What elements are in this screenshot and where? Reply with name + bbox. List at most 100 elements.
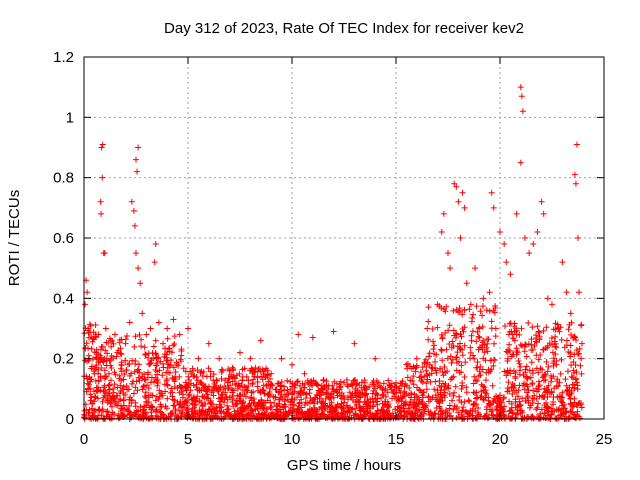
data-point (428, 364, 435, 371)
data-point (104, 408, 111, 415)
data-point (516, 331, 523, 338)
data-point (522, 341, 529, 348)
data-point (447, 265, 454, 272)
data-point (180, 391, 187, 398)
data-point (565, 391, 572, 398)
data-point (164, 325, 171, 332)
data-point (212, 382, 219, 389)
data-point (471, 400, 478, 407)
data-point (193, 381, 200, 388)
data-point (114, 392, 121, 399)
data-point (102, 389, 109, 396)
data-point (400, 402, 407, 409)
data-point (170, 376, 177, 383)
data-point (541, 410, 548, 417)
data-point (113, 402, 120, 409)
data-point (107, 356, 114, 363)
data-point (273, 402, 280, 409)
data-point (216, 384, 222, 391)
data-point (519, 108, 526, 115)
data-point (110, 389, 117, 396)
data-point (571, 385, 578, 392)
data-point (404, 411, 411, 418)
data-point (242, 393, 249, 400)
data-point (463, 389, 470, 396)
data-point (432, 358, 439, 365)
data-point (117, 396, 124, 403)
data-point (506, 341, 513, 348)
data-point (140, 382, 147, 389)
data-point (152, 337, 159, 344)
data-point (446, 405, 453, 412)
data-point (569, 374, 576, 381)
data-point (194, 393, 201, 400)
data-point (263, 382, 270, 389)
data-point (241, 390, 248, 397)
data-point (466, 398, 473, 405)
data-point (423, 363, 430, 370)
data-point (446, 391, 453, 398)
data-point (548, 378, 554, 385)
data-point (488, 357, 495, 364)
data-point (157, 403, 164, 410)
data-point (474, 405, 481, 412)
data-point (152, 397, 159, 404)
data-point (501, 368, 508, 375)
data-point (124, 361, 131, 368)
data-point (185, 373, 192, 380)
data-point (326, 403, 333, 410)
data-point (349, 381, 356, 388)
data-point (87, 322, 94, 329)
data-point (520, 372, 527, 379)
data-point (194, 377, 201, 384)
data-point (445, 327, 452, 334)
data-point (417, 373, 424, 380)
data-point (97, 198, 104, 205)
data-point (146, 361, 153, 368)
data-point (456, 308, 463, 315)
data-point (425, 318, 432, 325)
data-point (374, 407, 381, 414)
data-point (483, 390, 490, 397)
data-point (488, 189, 495, 196)
data-point (229, 364, 236, 371)
data-point (404, 374, 411, 381)
data-point (501, 403, 508, 410)
data-point (226, 375, 233, 382)
data-point (545, 382, 552, 389)
data-point (306, 390, 313, 397)
data-point (301, 384, 308, 391)
data-point (129, 380, 136, 387)
data-point (145, 354, 152, 361)
data-point (82, 301, 89, 308)
data-point (526, 404, 533, 411)
data-point (212, 412, 219, 419)
y-tick-label: 0.4 (53, 290, 74, 307)
data-point (476, 368, 483, 375)
data-point (148, 357, 155, 364)
data-point (241, 383, 248, 390)
data-point (130, 207, 137, 214)
data-point (161, 351, 168, 358)
data-point (413, 400, 420, 407)
data-point (355, 398, 362, 405)
data-point (457, 330, 464, 337)
data-point (254, 402, 261, 409)
data-point (459, 407, 466, 414)
data-point (459, 311, 466, 318)
data-point (224, 402, 231, 409)
data-point (448, 344, 455, 351)
data-point (272, 394, 279, 401)
data-point (494, 395, 501, 402)
data-point (139, 310, 146, 317)
data-point (490, 412, 497, 419)
data-point (558, 336, 565, 343)
data-point (247, 402, 254, 409)
data-point (554, 394, 561, 401)
data-point (511, 387, 518, 394)
data-point (233, 372, 240, 379)
data-point (459, 382, 466, 389)
data-point (576, 345, 583, 352)
data-point (106, 415, 113, 422)
data-point (162, 388, 169, 395)
